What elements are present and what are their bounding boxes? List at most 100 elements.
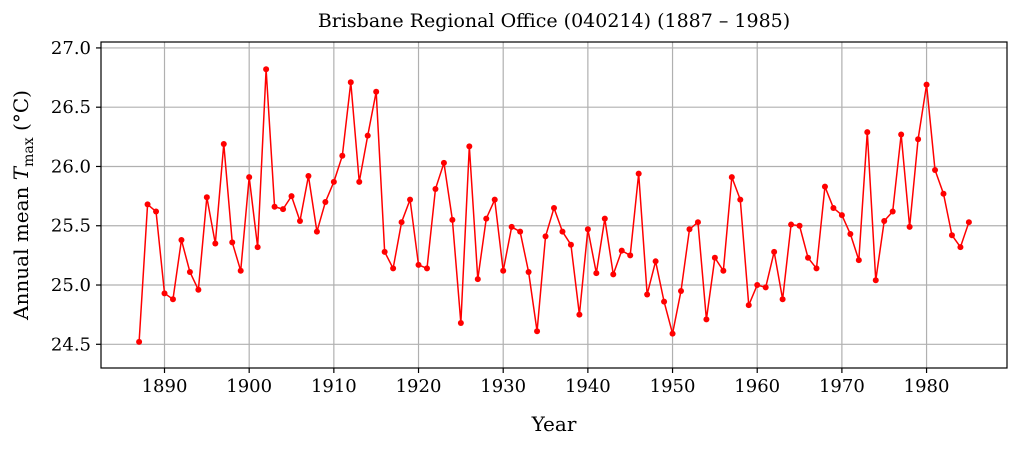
data-point <box>288 193 295 200</box>
x-tick-label: 1970 <box>819 376 865 397</box>
data-point <box>805 254 812 261</box>
x-tick-label: 1890 <box>142 376 188 397</box>
y-tick-label: 26.5 <box>51 97 91 118</box>
data-point <box>407 196 414 203</box>
data-point <box>237 267 244 274</box>
data-point <box>449 216 456 223</box>
y-tick-label: 27.0 <box>51 38 91 59</box>
data-point <box>322 199 329 206</box>
data-point <box>652 258 659 265</box>
data-point <box>669 330 676 337</box>
data-point <box>703 316 710 323</box>
data-point <box>923 81 930 88</box>
grid <box>101 42 1007 368</box>
data-point <box>534 328 541 335</box>
data-point <box>737 196 744 203</box>
data-point <box>584 226 591 233</box>
x-tick-label: 1950 <box>650 376 696 397</box>
y-axis-label-prefix: Annual mean <box>9 180 33 321</box>
data-point <box>948 232 955 239</box>
data-point <box>872 277 879 284</box>
x-tick-label: 1960 <box>734 376 780 397</box>
data-point <box>542 233 549 240</box>
data-point <box>898 131 905 138</box>
data-point <box>932 167 939 174</box>
x-tick-label: 1910 <box>311 376 357 397</box>
data-point <box>813 265 820 272</box>
data-point <box>296 218 303 225</box>
data-point <box>965 219 972 226</box>
y-tick-label: 25.0 <box>51 275 91 296</box>
data-point <box>525 268 532 275</box>
data-point <box>678 287 685 294</box>
data-point <box>313 228 320 235</box>
data-point <box>330 178 337 185</box>
plot-frame <box>100 41 1008 369</box>
data-point <box>627 252 634 259</box>
y-axis-label-var: T <box>9 165 33 180</box>
data-point <box>195 286 202 293</box>
data-point <box>889 208 896 215</box>
data-point <box>686 226 693 233</box>
data-point <box>788 221 795 228</box>
data-point <box>644 291 651 298</box>
y-axis-label: Annual mean Tmax (°C) <box>9 90 37 321</box>
data-point <box>178 236 185 243</box>
data-point <box>864 129 871 136</box>
data-point <box>229 239 236 246</box>
data-point <box>618 247 625 254</box>
data-point <box>957 244 964 251</box>
data-point <box>415 261 422 268</box>
data-point <box>432 185 439 192</box>
data-point <box>161 290 168 297</box>
y-tick-label: 25.5 <box>51 216 91 237</box>
data-point <box>821 183 828 190</box>
data-point <box>466 143 473 150</box>
data-point <box>144 201 151 208</box>
data-point <box>347 79 354 86</box>
y-tick-label: 26.0 <box>51 156 91 177</box>
data-point <box>694 219 701 226</box>
y-axis-label-sub: max <box>21 137 37 167</box>
data-point <box>246 174 253 181</box>
x-axis-label: Year <box>531 412 577 436</box>
data-point <box>661 298 668 305</box>
data-point <box>356 178 363 185</box>
data-point <box>771 248 778 255</box>
data-point <box>491 196 498 203</box>
data-point <box>169 296 176 303</box>
x-tick-label: 1980 <box>904 376 950 397</box>
x-tick-label: 1920 <box>396 376 442 397</box>
data-point <box>440 159 447 166</box>
data-point <box>635 170 642 177</box>
data-point <box>838 212 845 219</box>
data-point <box>567 241 574 248</box>
data-point <box>254 244 261 251</box>
data-point <box>220 140 227 147</box>
data-point <box>398 219 405 226</box>
data-point <box>203 194 210 201</box>
data-point <box>305 172 312 179</box>
data-point <box>720 267 727 274</box>
data-point <box>593 270 600 277</box>
data-point <box>390 265 397 272</box>
data-point <box>271 203 278 210</box>
data-point <box>483 215 490 222</box>
data-point <box>728 174 735 181</box>
data-point <box>754 282 761 289</box>
data-point <box>762 284 769 291</box>
data-point <box>551 204 557 211</box>
data-point <box>517 228 524 235</box>
data-point <box>153 208 160 215</box>
y-axis-label-unit: (°C) <box>9 90 33 137</box>
data-point <box>280 206 287 213</box>
data-point <box>847 231 854 238</box>
data-point <box>855 257 862 264</box>
data-point <box>457 319 464 326</box>
y-axis: 24.5 25.0 25.5 26.0 26.5 27.0 <box>51 38 101 355</box>
data-point <box>339 152 346 159</box>
data-point <box>610 271 617 278</box>
data-point <box>474 276 481 283</box>
data-point <box>212 240 219 247</box>
data-point <box>364 132 371 139</box>
